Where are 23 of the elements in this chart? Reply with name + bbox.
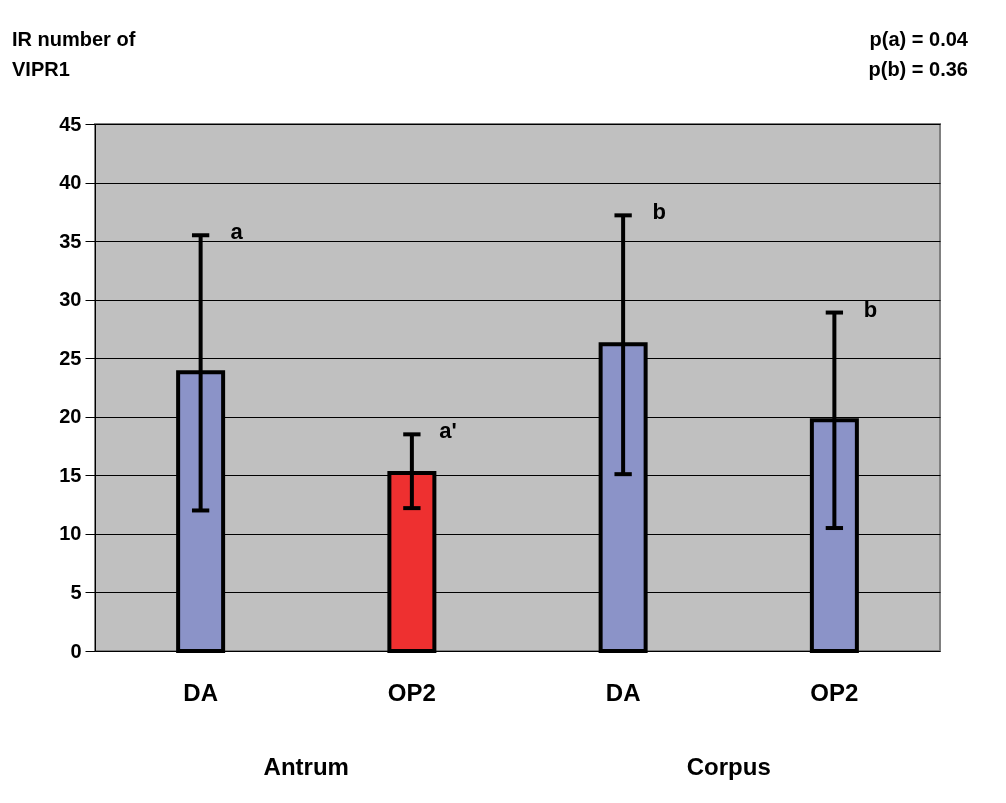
- annotation: a': [439, 418, 457, 444]
- y-tick-label: 45: [59, 112, 82, 135]
- x-tick-label: DA: [605, 678, 641, 706]
- text: Antrum: [263, 753, 349, 780]
- y-tick-label: 35: [59, 229, 82, 252]
- y-tick-label: 20: [59, 405, 82, 428]
- y-tick-label: 30: [59, 288, 82, 311]
- y-tick-label: 0: [70, 639, 82, 662]
- text: Corpus: [686, 753, 771, 780]
- y-tick-label: 10: [59, 522, 82, 545]
- text: p(a) = 0.04: [869, 28, 969, 50]
- annotation: a: [230, 219, 244, 245]
- annotation: b: [863, 296, 878, 322]
- y-axis-title: IR number of VIPR1: [12, 28, 136, 80]
- y-tick-label: 5: [70, 580, 82, 603]
- y-tick-label: 15: [59, 463, 82, 486]
- x-tick-label: DA: [183, 678, 218, 706]
- x-tick-label: OP2: [810, 678, 859, 706]
- y-tick-label: 40: [59, 171, 82, 194]
- x-tick-label: OP2: [387, 678, 436, 706]
- annotation: b: [652, 199, 666, 225]
- text: p(b) = 0.36: [868, 58, 968, 80]
- y-tick-label: 25: [59, 346, 82, 369]
